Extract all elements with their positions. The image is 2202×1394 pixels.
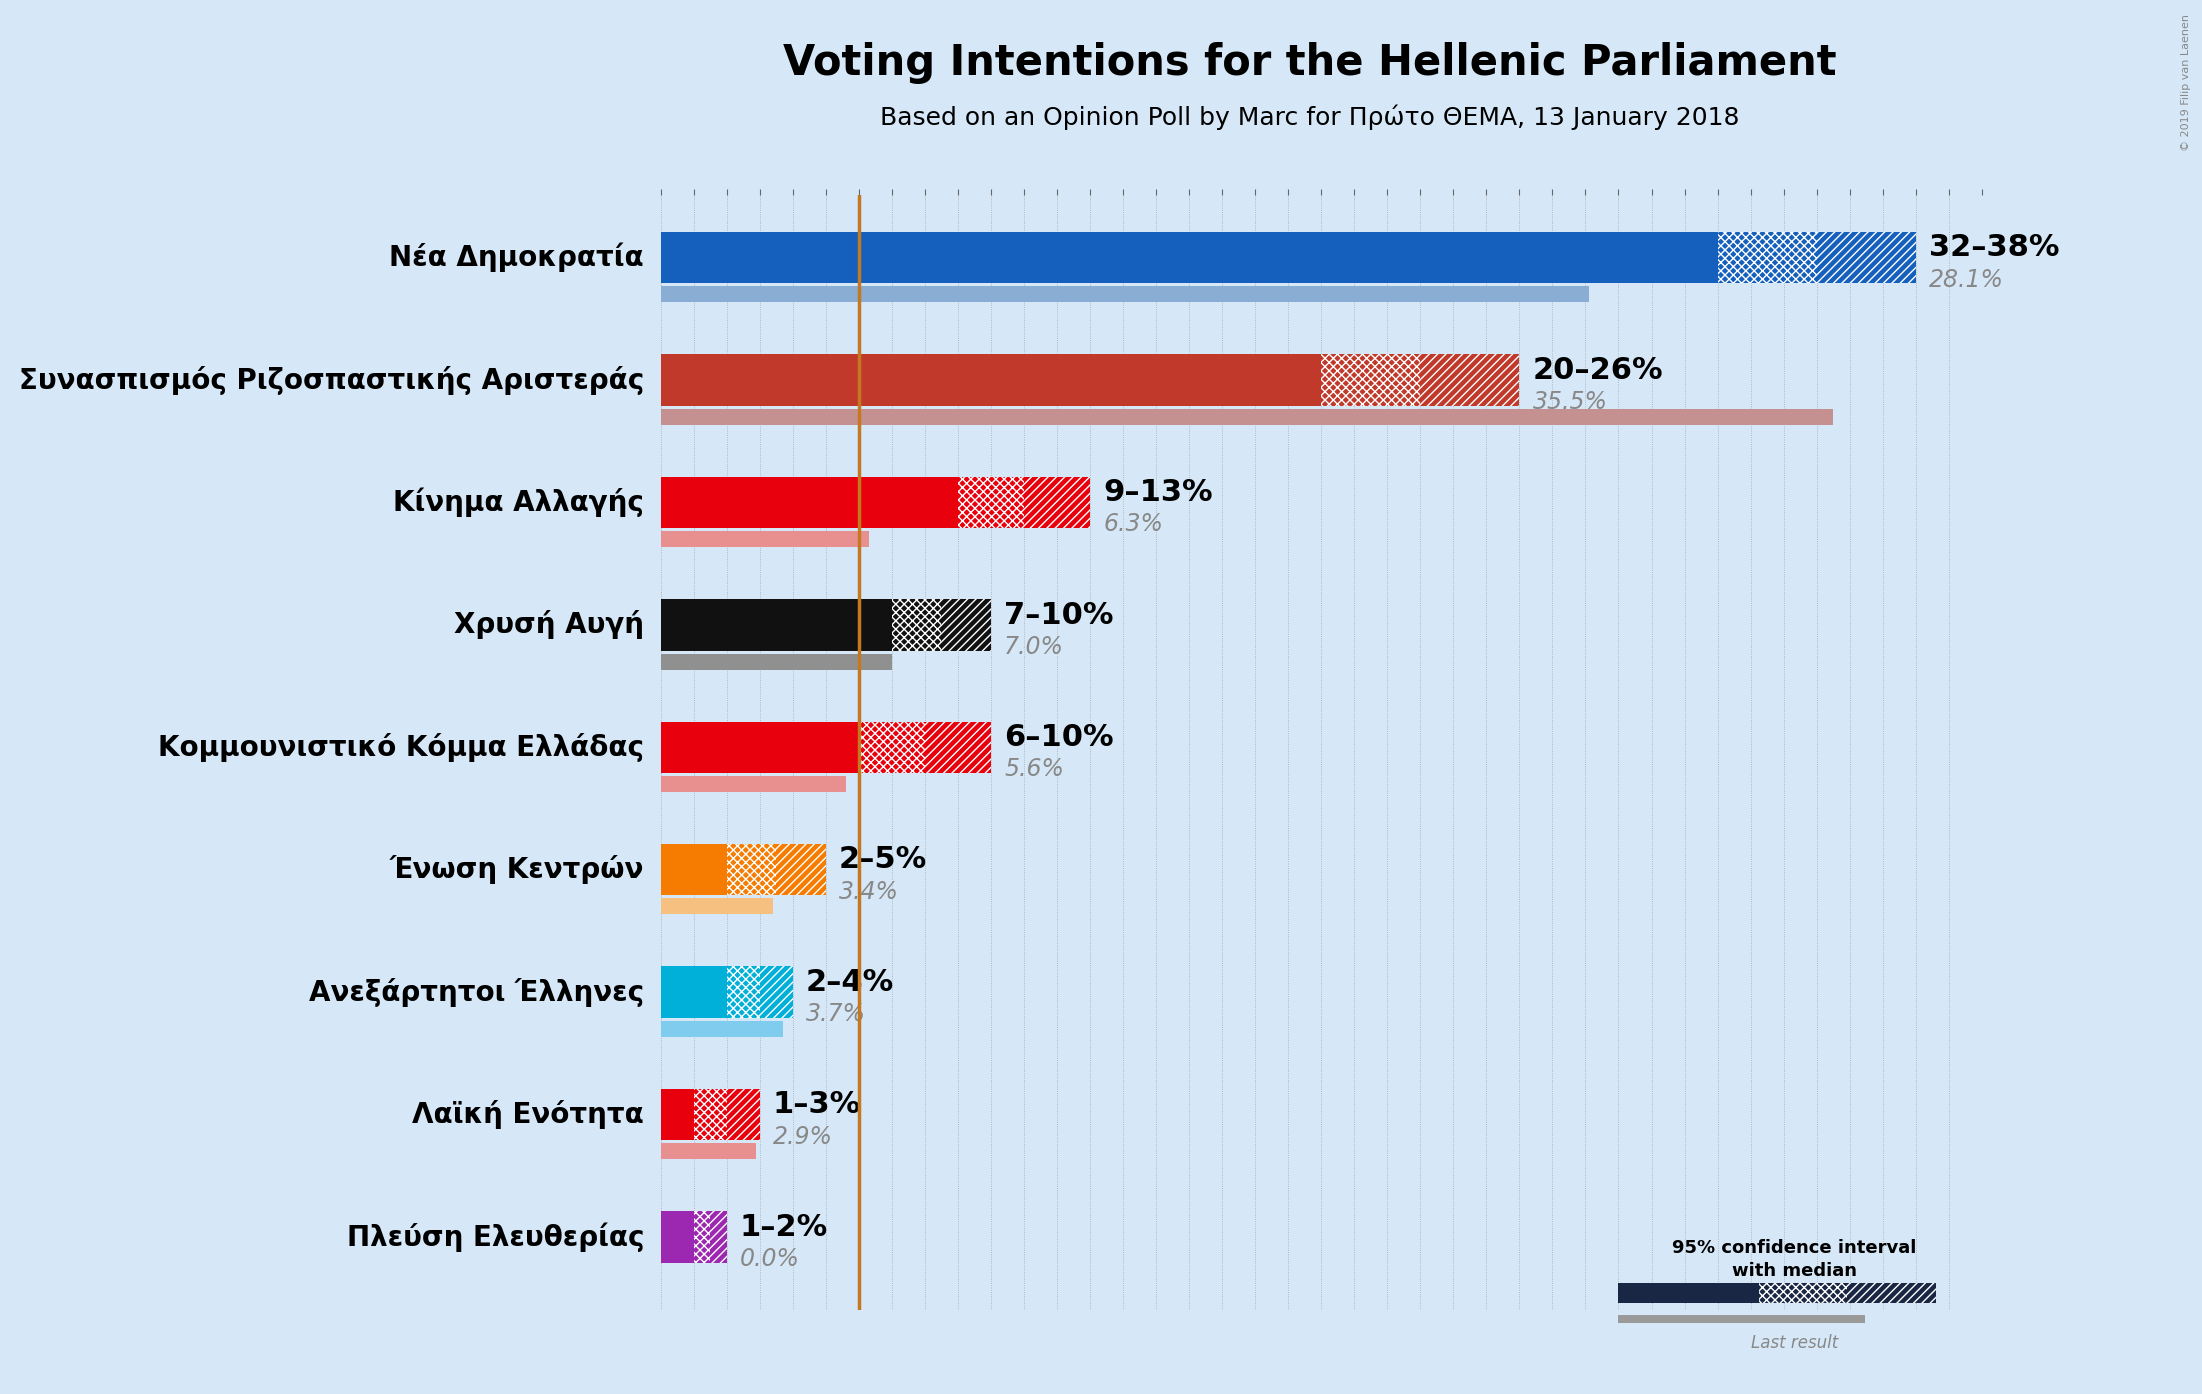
Text: 32–38%: 32–38%	[1929, 233, 2059, 262]
Bar	[661, 599, 892, 651]
Bar	[694, 1089, 727, 1140]
Text: 1–3%: 1–3%	[773, 1090, 861, 1119]
Bar	[661, 231, 1718, 283]
Bar	[942, 599, 991, 651]
Text: Συνασπισμός Ριζοσπαστικής Αριστεράς: Συνασπισμός Ριζοσπαστικής Αριστεράς	[20, 365, 643, 395]
Bar	[661, 654, 892, 669]
Text: 2–5%: 2–5%	[839, 845, 927, 874]
Bar	[1420, 354, 1519, 406]
Text: with median: with median	[1733, 1262, 1856, 1280]
Text: 6–10%: 6–10%	[1004, 723, 1114, 751]
Bar	[760, 966, 793, 1018]
Bar	[661, 843, 727, 895]
Bar	[958, 477, 1024, 528]
Text: 95% confidence interval: 95% confidence interval	[1674, 1239, 1916, 1257]
Bar	[727, 843, 775, 895]
Bar	[1718, 231, 1817, 283]
Text: 7.0%: 7.0%	[1004, 634, 1064, 659]
Text: © 2019 Filip van Laenen: © 2019 Filip van Laenen	[2180, 14, 2191, 151]
Text: 5.6%: 5.6%	[1004, 757, 1064, 781]
Bar	[661, 1020, 784, 1037]
Bar	[661, 1211, 694, 1263]
Text: Ένωση Κεντρών: Ένωση Κεντρών	[390, 855, 643, 884]
Text: Last result: Last result	[1751, 1334, 1839, 1352]
Bar	[727, 1089, 760, 1140]
Bar	[892, 599, 940, 651]
Bar	[1817, 231, 1916, 283]
Text: 3.7%: 3.7%	[806, 1002, 865, 1026]
Text: Χρυσή Αυγή: Χρυσή Αυγή	[454, 611, 643, 640]
Text: 7–10%: 7–10%	[1004, 601, 1114, 630]
Text: 35.5%: 35.5%	[1533, 390, 1607, 414]
Bar	[661, 477, 958, 528]
Text: 20–26%: 20–26%	[1533, 355, 1663, 385]
Bar	[1024, 477, 1090, 528]
Text: 1–2%: 1–2%	[740, 1213, 828, 1242]
Bar	[661, 776, 846, 792]
Text: Κίνημα Αλλαγής: Κίνημα Αλλαγής	[394, 488, 643, 517]
Bar	[661, 1143, 757, 1160]
Bar	[1321, 354, 1420, 406]
Bar	[661, 1089, 694, 1140]
Text: 9–13%: 9–13%	[1103, 478, 1213, 507]
Text: 0.0%: 0.0%	[740, 1248, 799, 1271]
Bar	[1618, 1284, 1759, 1302]
Text: 2–4%: 2–4%	[806, 967, 894, 997]
Bar	[925, 722, 991, 772]
Bar	[661, 408, 1832, 425]
Bar	[661, 722, 859, 772]
Bar	[775, 843, 826, 895]
Bar	[1618, 1315, 1865, 1323]
Bar	[694, 1211, 709, 1263]
Text: 2.9%: 2.9%	[773, 1125, 832, 1149]
Bar	[661, 286, 1588, 302]
Bar	[661, 354, 1321, 406]
Bar	[1847, 1284, 1936, 1302]
Text: Νέα Δημοκρατία: Νέα Δημοκρατία	[390, 243, 643, 272]
Bar	[661, 899, 773, 914]
Text: Λαϊκή Ενότητα: Λαϊκή Ενότητα	[412, 1100, 643, 1129]
Text: Ανεξάρτητοι Έλληνες: Ανεξάρτητοι Έλληνες	[308, 977, 643, 1006]
Text: Κομμουνιστικό Κόμμα Ελλάδας: Κομμουνιστικό Κόμμα Ελλάδας	[159, 733, 643, 761]
Text: Voting Intentions for the Hellenic Parliament: Voting Intentions for the Hellenic Parli…	[784, 42, 1836, 84]
Text: Πλεύση Ελευθερίας: Πλεύση Ελευθερίας	[346, 1223, 643, 1252]
Bar	[661, 531, 868, 546]
Bar	[661, 966, 727, 1018]
Bar	[727, 966, 760, 1018]
Bar	[709, 1211, 727, 1263]
Text: 6.3%: 6.3%	[1103, 513, 1163, 537]
Bar	[859, 722, 925, 772]
Text: 3.4%: 3.4%	[839, 880, 898, 903]
Text: 28.1%: 28.1%	[1929, 268, 2004, 291]
Text: Based on an Opinion Poll by Marc for Πρώτο ΘΕΜΑ, 13 January 2018: Based on an Opinion Poll by Marc for Πρώ…	[881, 105, 1740, 130]
Bar	[1759, 1284, 1847, 1302]
